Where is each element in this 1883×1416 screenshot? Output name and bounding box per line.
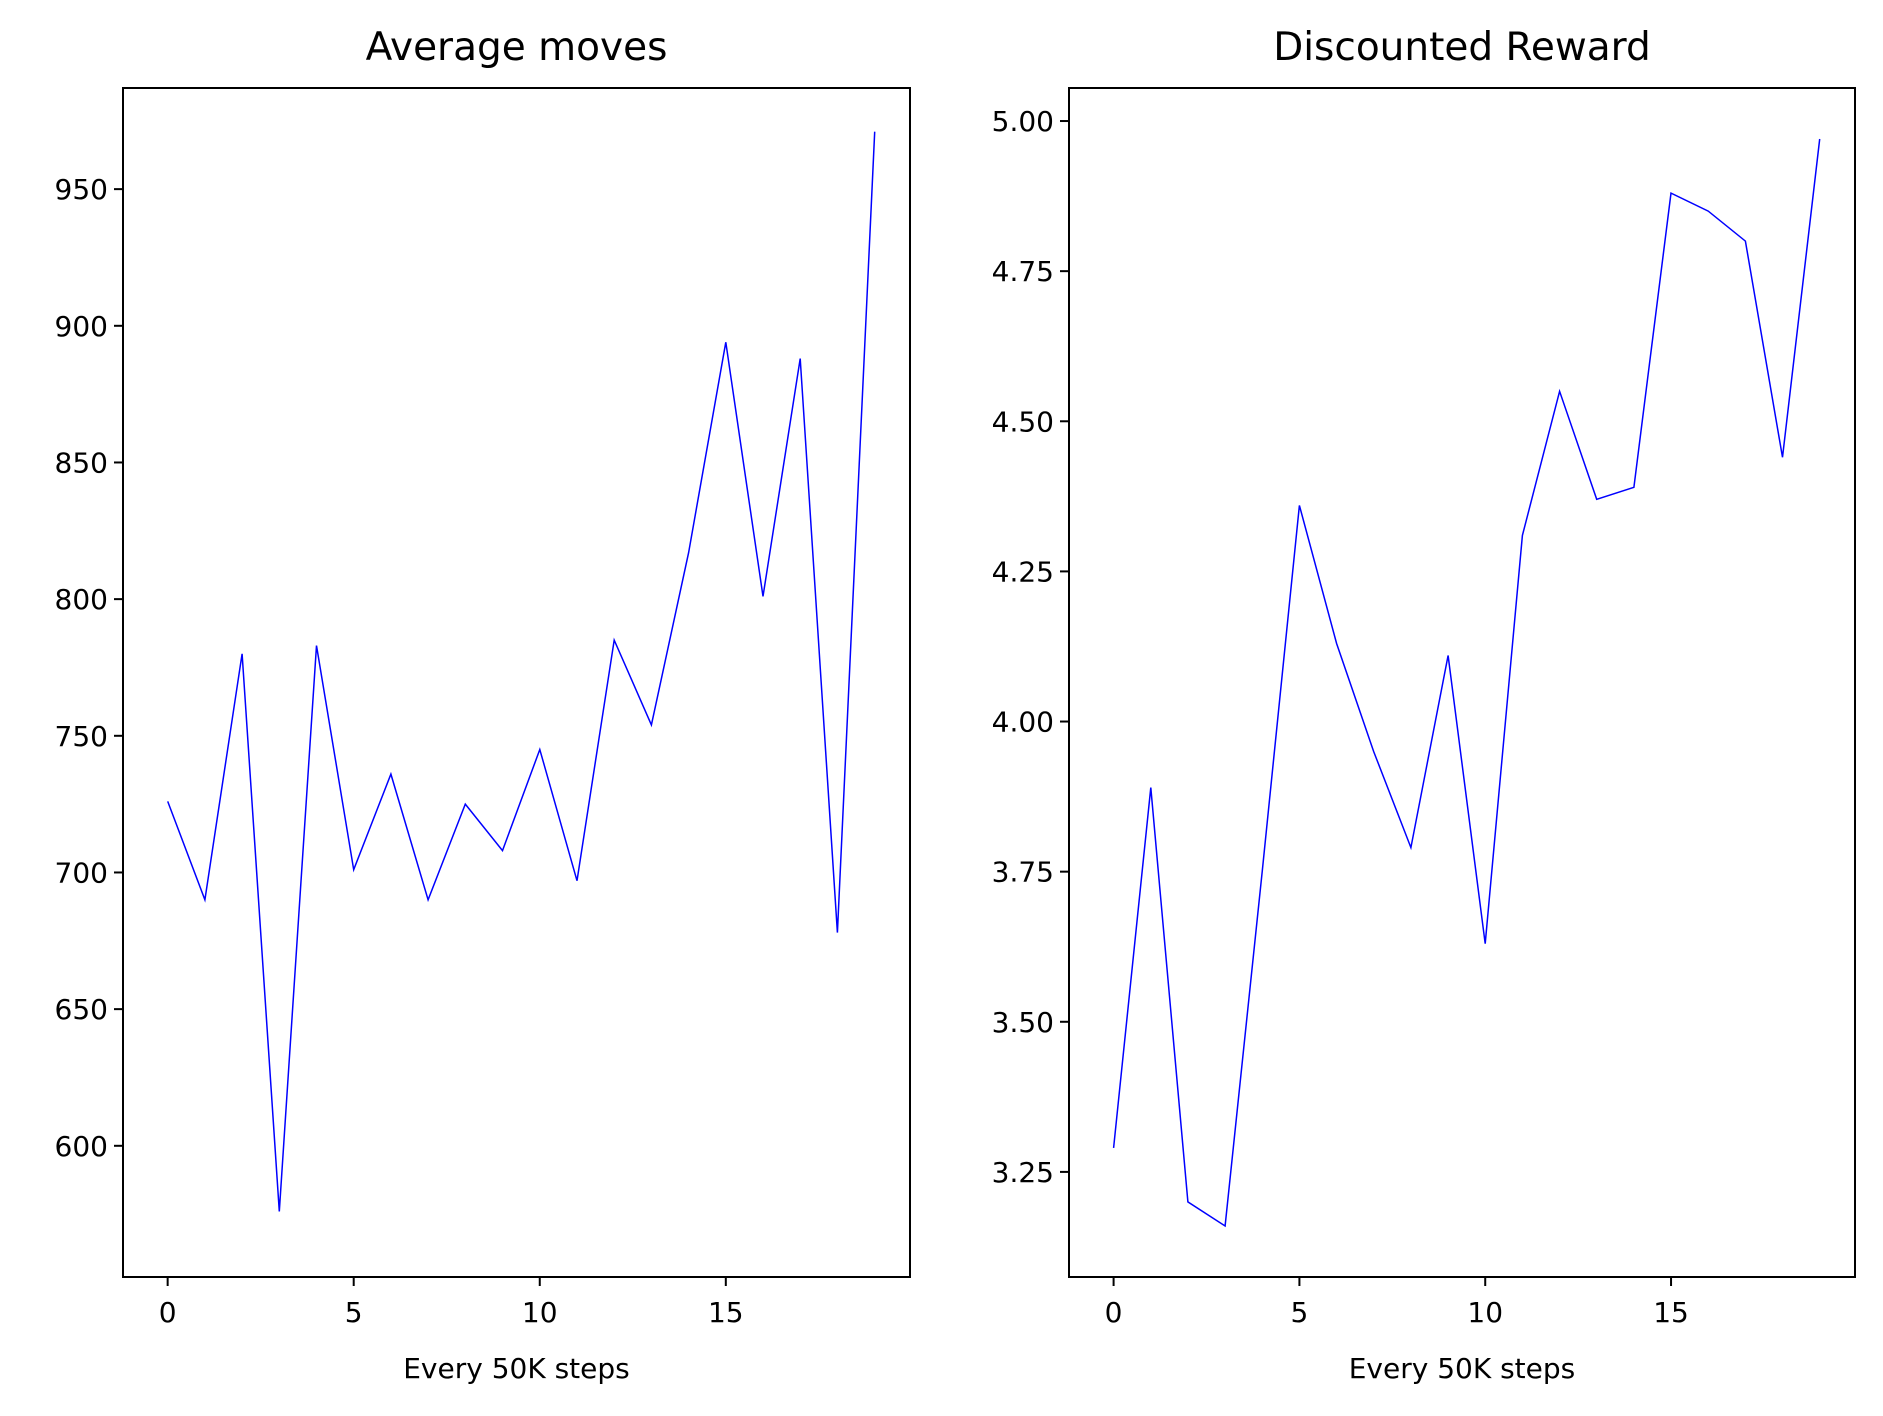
discounted-reward-y-tick-label: 3.50 [992, 1006, 1054, 1039]
discounted-reward-y-tick-label: 4.25 [992, 555, 1054, 588]
average-moves-y-tick-label: 950 [55, 173, 108, 206]
discounted-reward-y-tick-label: 4.00 [992, 706, 1054, 739]
discounted-reward-x-tick-label: 5 [1290, 1296, 1308, 1329]
discounted-reward-y-tick-label: 4.75 [992, 255, 1054, 288]
discounted-reward-y-tick-label: 3.25 [992, 1156, 1054, 1189]
discounted-reward-y-tick-label: 3.75 [992, 856, 1054, 889]
average-moves-y-tick-label: 600 [55, 1130, 108, 1163]
discounted-reward-y-tick-label: 4.50 [992, 405, 1054, 438]
average-moves-title: Average moves [366, 25, 668, 70]
discounted-reward-x-tick-label: 0 [1105, 1296, 1123, 1329]
average-moves-y-tick-label: 850 [55, 446, 108, 479]
average-moves-panel: Average moves 0 5 10 15 600 650 700 750 800 850 900… [55, 25, 911, 1385]
average-moves-x-tick-label: 0 [159, 1296, 177, 1329]
discounted-reward-y-tick-label: 5.00 [992, 105, 1054, 138]
average-moves-y-tick-label: 800 [55, 583, 108, 616]
average-moves-y-tick-label: 900 [55, 310, 108, 343]
average-moves-y-tick-label: 750 [55, 720, 108, 753]
average-moves-x-axis-label: Every 50K steps [403, 1352, 630, 1385]
discounted-reward-panel: Discounted Reward 0 5 10 15 3.25 3.50 3.75 4.00 4… [992, 25, 1856, 1385]
discounted-reward-x-axis-label: Every 50K steps [1349, 1352, 1576, 1385]
average-moves-y-tick-label: 650 [55, 993, 108, 1026]
discounted-reward-x-tick-label: 15 [1653, 1296, 1689, 1329]
discounted-reward-axes-frame [1068, 87, 1856, 1278]
discounted-reward-title: Discounted Reward [1273, 25, 1651, 70]
discounted-reward-x-tick-label: 10 [1467, 1296, 1503, 1329]
average-moves-axes-frame [122, 87, 911, 1278]
discounted-reward-series-line [1112, 138, 1821, 1228]
average-moves-x-tick-label: 15 [708, 1296, 744, 1329]
average-moves-series-line [166, 131, 876, 1212]
average-moves-x-tick-label: 10 [522, 1296, 558, 1329]
average-moves-y-tick-label: 700 [55, 856, 108, 889]
average-moves-x-tick-label: 5 [345, 1296, 363, 1329]
